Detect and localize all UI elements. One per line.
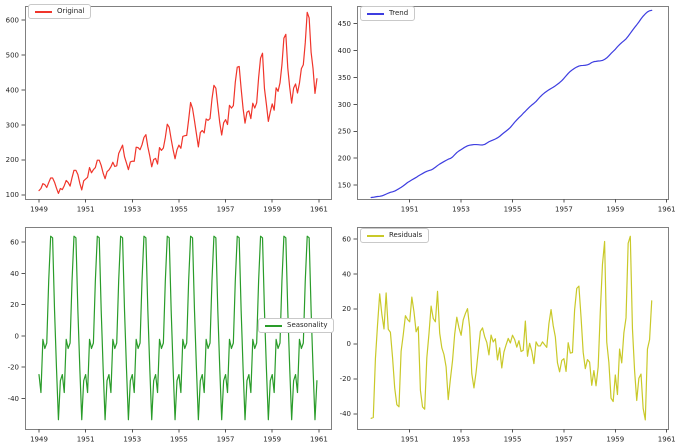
y-tick-label: 0 bbox=[347, 340, 351, 348]
series-line-original bbox=[38, 11, 318, 195]
y-tick-label: 350 bbox=[338, 74, 351, 82]
legend-label-original: Original bbox=[57, 7, 85, 15]
x-tick-label: 1957 bbox=[555, 206, 573, 214]
x-tick-label: 1955 bbox=[170, 436, 188, 444]
x-tick-label: 1955 bbox=[504, 436, 522, 444]
y-tick-label: -20 bbox=[8, 364, 19, 372]
y-tick-label: 600 bbox=[6, 16, 19, 24]
series-line-residuals bbox=[370, 235, 653, 421]
x-tick-label: 1953 bbox=[123, 436, 141, 444]
x-tick-label: 1949 bbox=[30, 206, 48, 214]
y-tick-label: -40 bbox=[8, 395, 19, 403]
y-tick-label: 150 bbox=[338, 181, 351, 189]
y-tick-label: 100 bbox=[6, 191, 19, 199]
series-line-seasonality bbox=[38, 235, 318, 421]
y-tick-label: 300 bbox=[338, 101, 351, 109]
x-tick-label: 1951 bbox=[401, 206, 419, 214]
x-tick-label: 1953 bbox=[452, 436, 470, 444]
legend-line-swatch-residuals bbox=[367, 234, 384, 237]
subplot-trend: 150 200 250 300 350 400 450 1951 1953 1955 1957 195… bbox=[338, 6, 675, 214]
legend-line-swatch-original bbox=[35, 10, 52, 13]
legend-original: Original bbox=[28, 4, 92, 19]
x-tick-label: 1957 bbox=[217, 206, 235, 214]
x-tick-label: 1953 bbox=[452, 206, 470, 214]
legend-line-swatch-seasonality bbox=[265, 324, 282, 327]
y-tick-label: 300 bbox=[6, 121, 19, 129]
legend-residuals: Residuals bbox=[360, 228, 430, 243]
series-line-trend bbox=[370, 9, 653, 199]
x-tick-label: 1961 bbox=[658, 206, 675, 214]
x-tick-label: 1961 bbox=[310, 436, 328, 444]
y-tick-label: -40 bbox=[340, 410, 351, 418]
legend-label-seasonality: Seasonality bbox=[287, 321, 328, 329]
y-tick-label: 60 bbox=[10, 239, 19, 247]
x-tick-label: 1961 bbox=[310, 206, 328, 214]
subplot-original: 100 200 300 400 500 600 1949 1951 1953 1955 1957 19… bbox=[6, 6, 332, 214]
x-tick-label: 1953 bbox=[123, 206, 141, 214]
y-tick-label: 400 bbox=[6, 86, 19, 94]
y-tick-label: 400 bbox=[338, 47, 351, 55]
y-tick-label: 200 bbox=[6, 156, 19, 164]
y-tick-label: -20 bbox=[340, 375, 351, 383]
x-tick-label: 1949 bbox=[30, 436, 48, 444]
subplot-seasonality: -40 -20 0 20 40 60 1949 1951 1953 1955 1957 1959 196… bbox=[8, 227, 332, 444]
y-tick-label: 0 bbox=[15, 332, 19, 340]
x-tick-label: 1957 bbox=[217, 436, 235, 444]
legend-label-trend: Trend bbox=[389, 9, 409, 17]
y-tick-label: 40 bbox=[10, 270, 19, 278]
x-tick-label: 1957 bbox=[555, 436, 573, 444]
x-tick-label: 1959 bbox=[263, 206, 281, 214]
subplot-residuals: -40 -20 0 20 40 60 1951 1953 1955 1957 1959 1961 bbox=[340, 227, 675, 444]
x-tick-label: 1959 bbox=[606, 206, 624, 214]
y-tick-label: 20 bbox=[342, 305, 351, 313]
x-tick-label: 1959 bbox=[606, 436, 624, 444]
y-tick-label: 200 bbox=[338, 155, 351, 163]
x-tick-label: 1951 bbox=[77, 206, 95, 214]
legend-seasonality: Seasonality bbox=[258, 318, 335, 333]
y-tick-label: 500 bbox=[6, 51, 19, 59]
x-tick-label: 1951 bbox=[77, 436, 95, 444]
y-tick-label: 60 bbox=[342, 235, 351, 243]
x-tick-label: 1951 bbox=[401, 436, 419, 444]
legend-line-swatch-trend bbox=[367, 12, 384, 15]
x-tick-label: 1959 bbox=[263, 436, 281, 444]
x-tick-label: 1955 bbox=[504, 206, 522, 214]
y-tick-label: 450 bbox=[338, 20, 351, 28]
x-tick-label: 1961 bbox=[658, 436, 675, 444]
y-tick-label: 40 bbox=[342, 270, 351, 278]
legend-trend: Trend bbox=[360, 6, 416, 21]
legend-label-residuals: Residuals bbox=[389, 231, 423, 239]
plot-frame-trend bbox=[357, 6, 669, 200]
y-tick-label: 250 bbox=[338, 128, 351, 136]
x-tick-label: 1955 bbox=[170, 206, 188, 214]
y-tick-label: 20 bbox=[10, 301, 19, 309]
